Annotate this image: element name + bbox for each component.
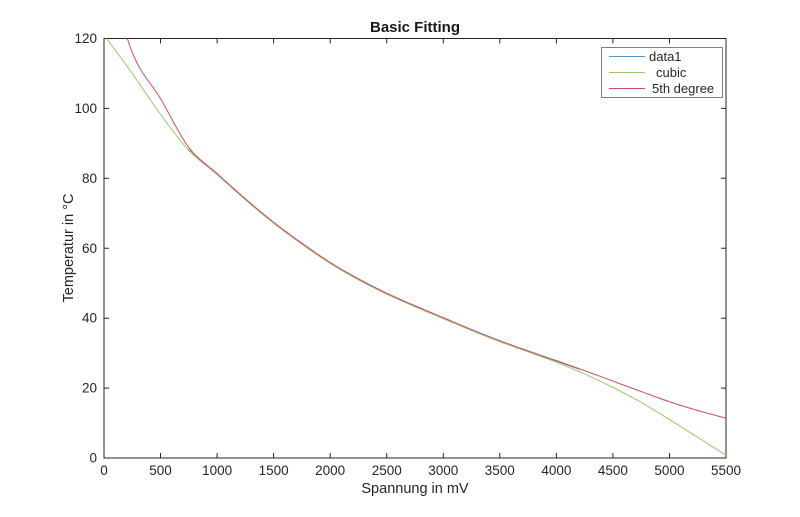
- x-axis-label: Spannung in mV: [361, 481, 469, 497]
- x-tick-label: 3500: [485, 463, 515, 478]
- legend-line-sample: [609, 72, 645, 73]
- y-tick-label: 80: [82, 171, 97, 186]
- y-tick-label: 20: [82, 381, 97, 396]
- series-line-data1: [188, 149, 580, 370]
- x-tick-label: 500: [149, 463, 172, 478]
- legend-item-cubic: cubic: [602, 65, 722, 81]
- legend-item-data1: data1: [602, 49, 722, 65]
- y-axis-label: Temperatur in °C: [61, 193, 77, 303]
- x-tick-label: 3000: [428, 463, 458, 478]
- x-tick-label: 0: [100, 463, 108, 478]
- plot-border: [103, 38, 727, 459]
- plot-title: Basic Fitting: [369, 19, 460, 36]
- y-tick-label: 60: [82, 241, 97, 256]
- series-line-5th-degree: [126, 38, 726, 419]
- legend-label: cubic: [656, 65, 687, 80]
- legend-label: data1: [649, 49, 682, 64]
- legend-line-sample: [609, 88, 645, 89]
- x-tick-label: 4500: [598, 463, 628, 478]
- legend-line-sample: [609, 56, 645, 57]
- legend-label: 5th degree: [652, 81, 715, 96]
- series-line-cubic: [105, 38, 726, 456]
- x-tick-label: 1500: [259, 463, 289, 478]
- legend-item-5th-degree: 5th degree: [602, 81, 722, 97]
- x-tick-label: 2000: [315, 463, 345, 478]
- x-tick-label: 4000: [541, 463, 571, 478]
- y-tick-label: 0: [89, 451, 97, 466]
- x-tick-label: 5500: [711, 463, 741, 478]
- x-tick-label: 5000: [654, 463, 684, 478]
- x-tick-label: 1000: [202, 463, 232, 478]
- y-tick-label: 40: [82, 311, 97, 326]
- y-tick-label: 100: [74, 101, 97, 116]
- y-tick-label: 120: [74, 31, 97, 46]
- x-tick-label: 2500: [372, 463, 402, 478]
- legend: data1 cubic 5th degree: [601, 47, 723, 98]
- axis-ticks: [103, 38, 727, 459]
